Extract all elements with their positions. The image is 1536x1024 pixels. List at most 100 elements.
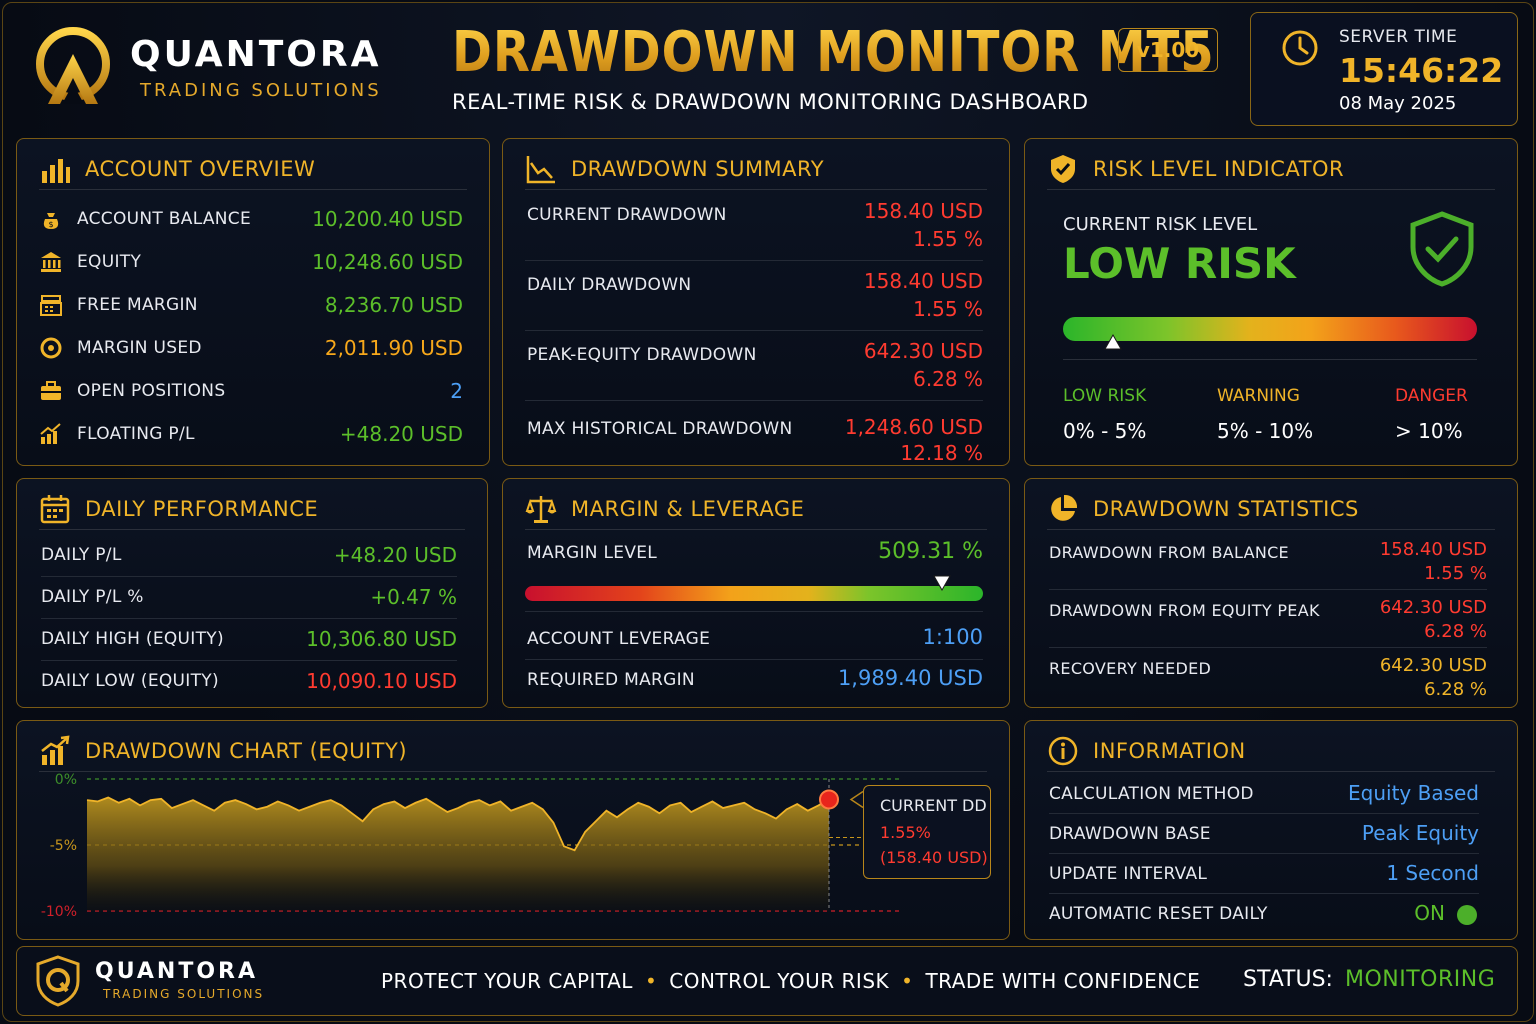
account-overview-value: 2 <box>450 379 463 403</box>
information-label: UPDATE INTERVAL <box>1049 864 1208 884</box>
divider <box>39 189 467 190</box>
current-dd-usd: (158.40 USD) <box>880 848 988 867</box>
divider <box>1049 893 1479 894</box>
drawdown-chart: 0% -5% -10% <box>41 772 901 920</box>
account-overview-value: 8,236.70 USD <box>324 293 463 317</box>
account-overview-row: FLOATING P/L +48.20 USD <box>39 420 463 448</box>
account-overview-row: EQUITY 10,248.60 USD <box>39 248 463 276</box>
drawdown-statistics-label: DRAWDOWN FROM BALANCE <box>1049 543 1289 562</box>
account-overview-row: MARGIN USED 2,011.90 USD <box>39 334 463 362</box>
daily-performance-label: DAILY P/L % <box>41 587 144 607</box>
drawdown-summary-panel: DRAWDOWN SUMMARY CURRENT DRAWDOWN 158.40 … <box>502 138 1010 466</box>
risk-level-title: RISK LEVEL INDICATOR <box>1093 157 1345 181</box>
coin-icon <box>39 336 63 360</box>
current-dd-label: CURRENT DD <box>880 796 987 815</box>
divider <box>525 529 987 530</box>
server-date-value: 08 May 2025 <box>1339 93 1457 114</box>
drawdown-area <box>87 797 829 911</box>
growth-chart-icon <box>39 422 63 446</box>
divider <box>1047 529 1495 530</box>
information-value: 1 Second <box>1386 861 1479 885</box>
page-subtitle: REAL-TIME RISK & DRAWDOWN MONITORING DAS… <box>452 90 1089 114</box>
footer-bar: QUANTORA TRADING SOLUTIONS PROTECT YOUR … <box>16 946 1518 1016</box>
drawdown-statistics-pct: 6.28 % <box>1424 621 1487 642</box>
drawdown-statistics-label: RECOVERY NEEDED <box>1049 659 1212 678</box>
status-dot-icon <box>1457 905 1477 925</box>
status-label: STATUS: <box>1243 967 1333 992</box>
drawdown-statistics-pct: 1.55 % <box>1424 563 1487 584</box>
daily-performance-value: +0.47 % <box>370 585 457 609</box>
risk-marker <box>1103 333 1122 350</box>
divider <box>1047 771 1495 772</box>
quantora-shield-logo <box>36 955 80 1007</box>
current-risk-value: LOW RISK <box>1063 239 1296 288</box>
drawdown-statistics-usd: 642.30 USD <box>1379 655 1487 676</box>
drawdown-statistics-title: DRAWDOWN STATISTICS <box>1093 497 1359 521</box>
y-tick-label: -5% <box>50 838 77 854</box>
daily-performance-row: DAILY P/L % +0.47 % <box>41 583 457 611</box>
information-value: Peak Equity <box>1361 821 1479 845</box>
divider <box>1049 853 1479 854</box>
account-overview-value: 10,248.60 USD <box>312 250 463 274</box>
server-time-value: 15:46:22 <box>1339 51 1504 90</box>
daily-performance-value: 10,306.80 USD <box>306 627 457 651</box>
current-dd-pct: 1.55% <box>880 823 931 842</box>
daily-performance-label: DAILY LOW (EQUITY) <box>41 671 219 691</box>
divider <box>39 529 465 530</box>
current-risk-label: CURRENT RISK LEVEL <box>1063 214 1258 235</box>
daily-performance-value: +48.20 USD <box>333 543 457 567</box>
quantora-logo <box>36 27 110 104</box>
divider <box>1049 813 1479 814</box>
leverage-value: 1:100 <box>922 625 983 649</box>
drawdown-summary-row: DAILY DRAWDOWN 158.40 USD 1.55 % <box>525 261 983 331</box>
divider <box>525 659 983 660</box>
cash-register-icon <box>39 293 63 317</box>
drawdown-summary-label: PEAK-EQUITY DRAWDOWN <box>527 345 757 365</box>
drawdown-summary-usd: 158.40 USD <box>863 199 983 223</box>
required-margin-label: REQUIRED MARGIN <box>527 670 695 690</box>
risk-level-range: 5% - 10% <box>1217 419 1314 443</box>
briefcase-icon <box>39 379 63 403</box>
margin-leverage-title: MARGIN & LEVERAGE <box>571 497 805 521</box>
footer-brand-subtitle: TRADING SOLUTIONS <box>103 987 265 1001</box>
money-bag-icon: $ <box>39 207 63 231</box>
current-dd-point <box>819 789 839 810</box>
risk-level-panel: RISK LEVEL INDICATOR CURRENT RISK LEVEL … <box>1024 138 1518 466</box>
daily-performance-panel: DAILY PERFORMANCE DAILY P/L +48.20 USD DAI… <box>16 478 488 708</box>
divider <box>41 618 457 619</box>
account-overview-title: ACCOUNT OVERVIEW <box>85 157 316 181</box>
divider <box>1047 189 1495 190</box>
page-title: DRAWDOWN MONITOR MT5 <box>452 20 1215 85</box>
daily-performance-label: DAILY P/L <box>41 545 122 565</box>
daily-performance-row: DAILY P/L +48.20 USD <box>41 541 457 569</box>
account-overview-row: FREE MARGIN 8,236.70 USD <box>39 291 463 319</box>
margin-leverage-panel: MARGIN & LEVERAGE MARGIN LEVEL 509.31 % … <box>502 478 1010 708</box>
bar-chart-icon <box>42 159 70 183</box>
drawdown-summary-label: DAILY DRAWDOWN <box>527 275 692 295</box>
drawdown-statistics-usd: 158.40 USD <box>1379 539 1487 560</box>
drawdown-summary-pct: 1.55 % <box>913 227 983 251</box>
account-overview-label: MARGIN USED <box>77 338 202 358</box>
information-title: INFORMATION <box>1093 739 1246 763</box>
account-overview-panel: ACCOUNT OVERVIEW $ ACCOUNT BALANCE 10,200.… <box>16 138 490 466</box>
account-overview-label: EQUITY <box>77 252 142 272</box>
information-label: AUTOMATIC RESET DAILY <box>1049 904 1268 924</box>
account-overview-row: $ ACCOUNT BALANCE 10,200.40 USD <box>39 205 463 233</box>
daily-performance-row: DAILY LOW (EQUITY) 10,090.10 USD <box>41 667 457 695</box>
account-overview-value: +48.20 USD <box>339 422 463 446</box>
tagline-item: PROTECT YOUR CAPITAL <box>381 969 633 993</box>
account-overview-row: OPEN POSITIONS 2 <box>39 377 463 405</box>
server-time-label: SERVER TIME <box>1339 27 1458 47</box>
required-margin-value: 1,989.40 USD <box>837 666 983 690</box>
footer-brand-name: QUANTORA <box>95 959 259 984</box>
drawdown-summary-usd: 1,248.60 USD <box>844 415 983 439</box>
daily-performance-label: DAILY HIGH (EQUITY) <box>41 629 224 649</box>
margin-level-label: MARGIN LEVEL <box>527 543 658 563</box>
drawdown-summary-row: CURRENT DRAWDOWN 158.40 USD 1.55 % <box>525 191 983 261</box>
y-tick-label: 0% <box>55 772 77 788</box>
risk-level-range: 0% - 5% <box>1063 419 1147 443</box>
drawdown-statistics-pct: 6.28 % <box>1424 679 1487 700</box>
scale-icon <box>525 496 557 523</box>
daily-performance-title: DAILY PERFORMANCE <box>85 497 319 521</box>
drawdown-summary-pct: 6.28 % <box>913 367 983 391</box>
